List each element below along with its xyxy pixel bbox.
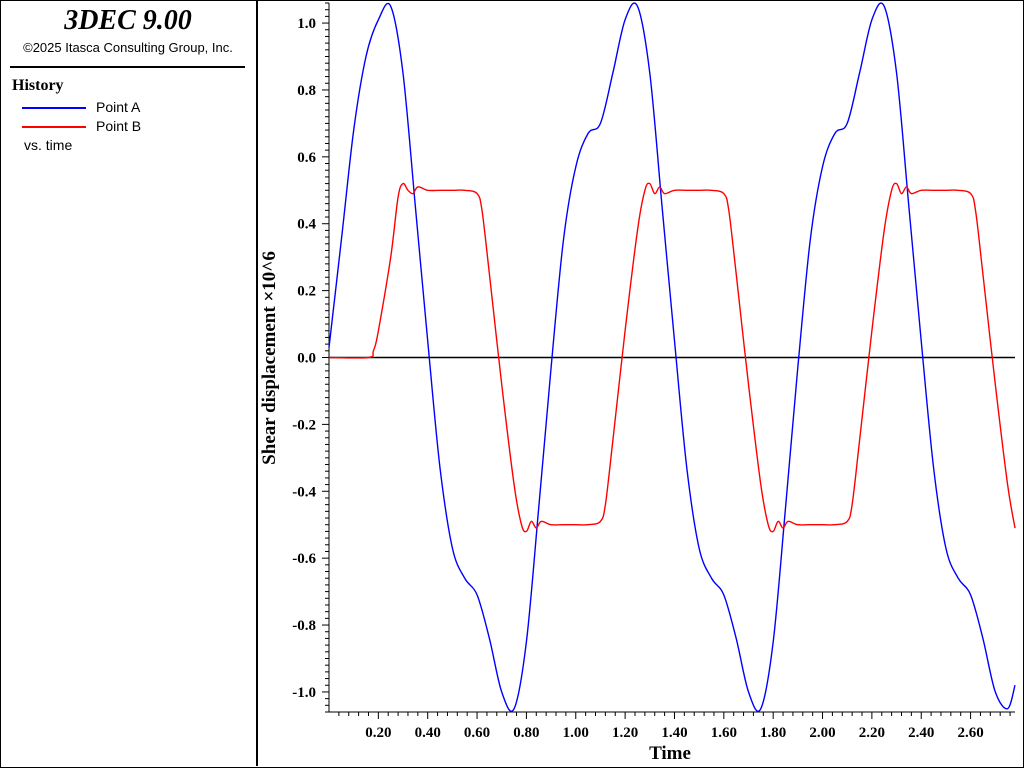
x-tick-label: 1.80 <box>760 725 786 741</box>
x-tick-label: 1.00 <box>563 725 589 741</box>
y-tick-label: -0.6 <box>292 551 316 567</box>
y-tick-label: 0.6 <box>297 150 316 166</box>
x-tick-label: 0.20 <box>365 725 391 741</box>
copyright-text: ©2025 Itasca Consulting Group, Inc. <box>23 40 233 55</box>
y-axis-title: Shear displacement ×10^6 <box>259 251 280 465</box>
y-tick-label: -0.8 <box>292 618 316 634</box>
x-tick-label: 1.40 <box>661 725 687 741</box>
y-tick-label: 0.0 <box>297 351 316 367</box>
x-tick-label: 0.40 <box>415 725 441 741</box>
y-tick-label: -0.4 <box>292 484 316 500</box>
series-line-point-b <box>328 182 1016 533</box>
y-tick-label: -1.0 <box>292 685 316 701</box>
legend-vs-label: vs. time <box>24 137 73 153</box>
legend-label-point-b: Point B <box>96 118 142 134</box>
x-tick-label: 2.60 <box>957 725 983 741</box>
x-tick-label: 0.80 <box>513 725 539 741</box>
x-tick-label: 2.40 <box>908 725 934 741</box>
y-tick-label: 0.2 <box>297 284 316 300</box>
legend-divider <box>10 66 245 68</box>
x-tick-label: 0.60 <box>464 725 490 741</box>
y-tick-label: 0.4 <box>297 217 316 233</box>
chart-series <box>328 2 1016 712</box>
x-tick-label: 2.20 <box>859 725 885 741</box>
y-tick-label: 1.0 <box>297 16 316 32</box>
x-axis-title: Time <box>649 743 691 764</box>
x-tick-label: 1.20 <box>612 725 638 741</box>
y-tick-label: -0.2 <box>292 417 316 433</box>
x-tick-label: 1.60 <box>711 725 737 741</box>
series-line-point-a <box>328 2 1016 712</box>
x-tick-label: 2.00 <box>809 725 835 741</box>
app-title: 3DEC 9.00 <box>64 5 192 36</box>
legend-title: History <box>12 77 64 94</box>
legend-label-point-a: Point A <box>96 99 141 115</box>
legend-swatch-point-a <box>22 107 86 109</box>
y-tick-label: 0.8 <box>297 83 316 99</box>
legend-panel: 3DEC 9.00 ©2025 Itasca Consulting Group,… <box>0 0 258 766</box>
legend-swatch-point-b <box>22 126 86 128</box>
